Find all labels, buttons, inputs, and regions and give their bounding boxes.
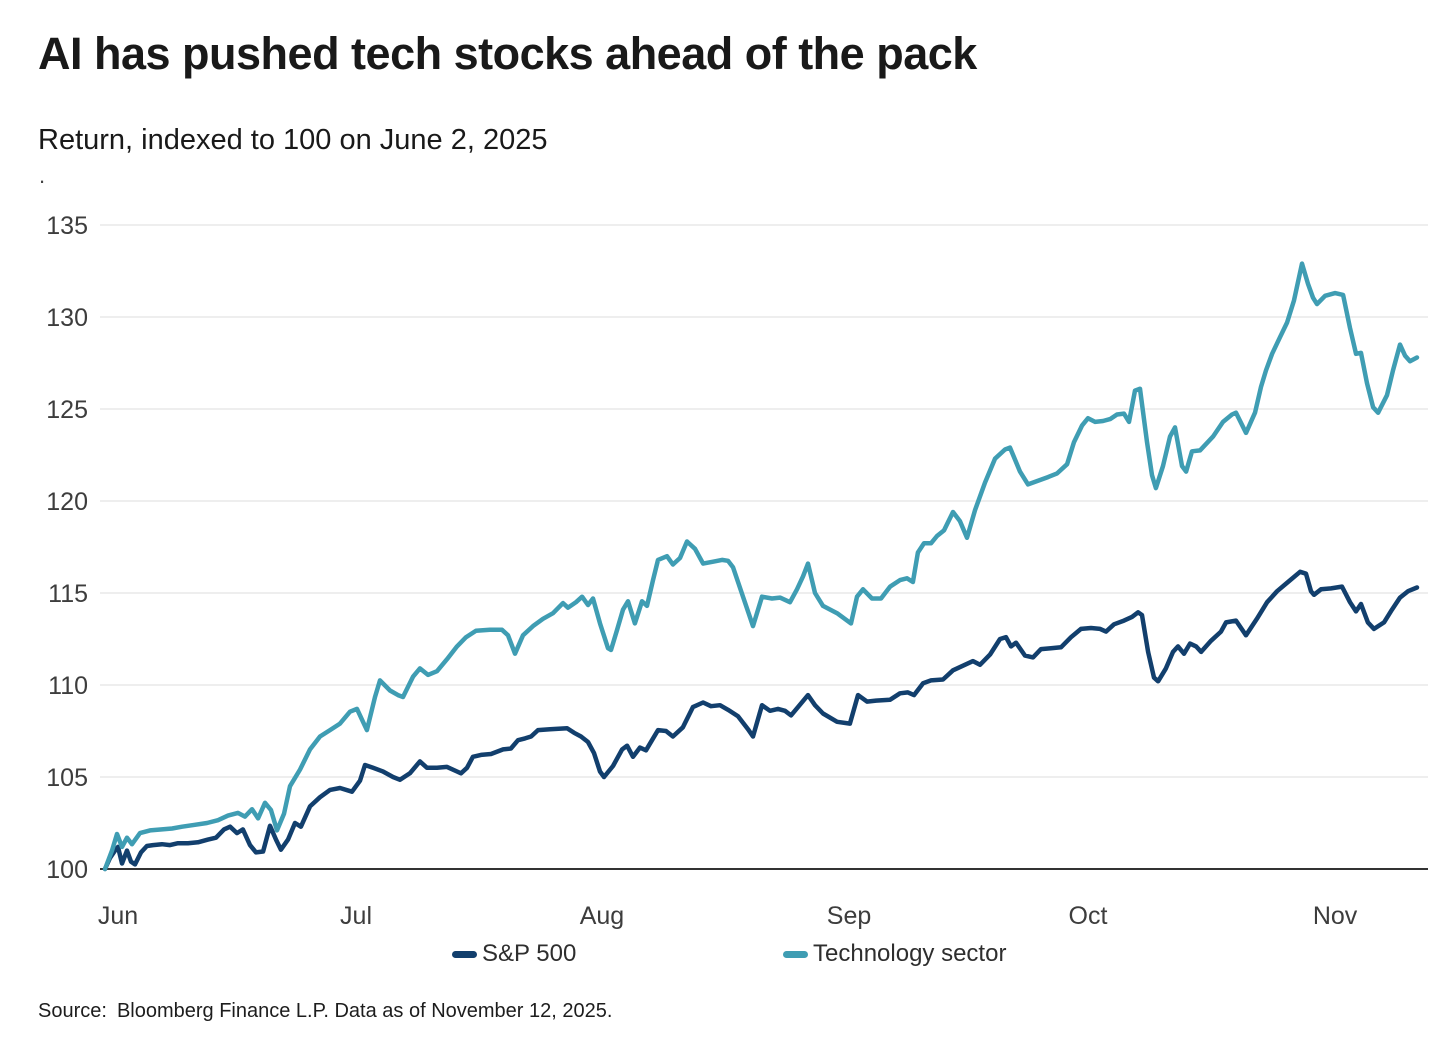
- technology-line-swatch: [783, 950, 808, 958]
- legend-label-technology: Technology sector: [813, 940, 1007, 967]
- x-tick-label: Oct: [1069, 902, 1108, 930]
- y-tick-label: 115: [48, 580, 88, 608]
- x-tick-label: Nov: [1313, 902, 1358, 930]
- gridlines: [100, 224, 1428, 870]
- series-line-s-p-500: [102, 569, 1420, 872]
- y-tick-label: 100: [46, 856, 88, 884]
- legend-item-technology: Technology sector: [783, 938, 1006, 970]
- series-lines: [102, 261, 1420, 872]
- y-tick-label: 105: [46, 764, 88, 792]
- source-label: Source:: [38, 1000, 107, 1022]
- chart-title: AI has pushed tech stocks ahead of the p…: [38, 28, 977, 79]
- x-tick-label: Aug: [580, 902, 624, 930]
- series-line-technology-sector: [102, 261, 1420, 872]
- y-tick-label: 135: [46, 212, 88, 240]
- y-axis-labels: 100 105 110 115 120 125 130 135: [46, 212, 88, 884]
- x-tick-label: Sep: [827, 902, 871, 930]
- stray-period-mark: .: [39, 163, 46, 188]
- chart-legend: S&P 500 Technology sector: [0, 938, 1440, 970]
- sp500-line-swatch: [452, 950, 477, 958]
- x-tick-label: Jun: [98, 902, 138, 930]
- x-axis-labels: Jun Jul Aug Sep Oct Nov: [98, 902, 1358, 930]
- source-text: Bloomberg Finance L.P. Data as of Novemb…: [116, 1000, 613, 1022]
- source-note: Source: Bloomberg Finance L.P. Data as of…: [38, 1000, 612, 1023]
- y-tick-label: 130: [46, 304, 88, 332]
- legend-label-sp500: S&P 500: [482, 940, 577, 967]
- y-tick-label: 120: [46, 488, 88, 516]
- chart-subtitle: Return, indexed to 100 on June 2, 2025: [38, 124, 548, 156]
- legend-item-sp500: S&P 500: [452, 938, 576, 970]
- y-tick-label: 125: [46, 396, 88, 424]
- y-tick-label: 110: [48, 672, 88, 700]
- x-tick-label: Jul: [340, 902, 372, 930]
